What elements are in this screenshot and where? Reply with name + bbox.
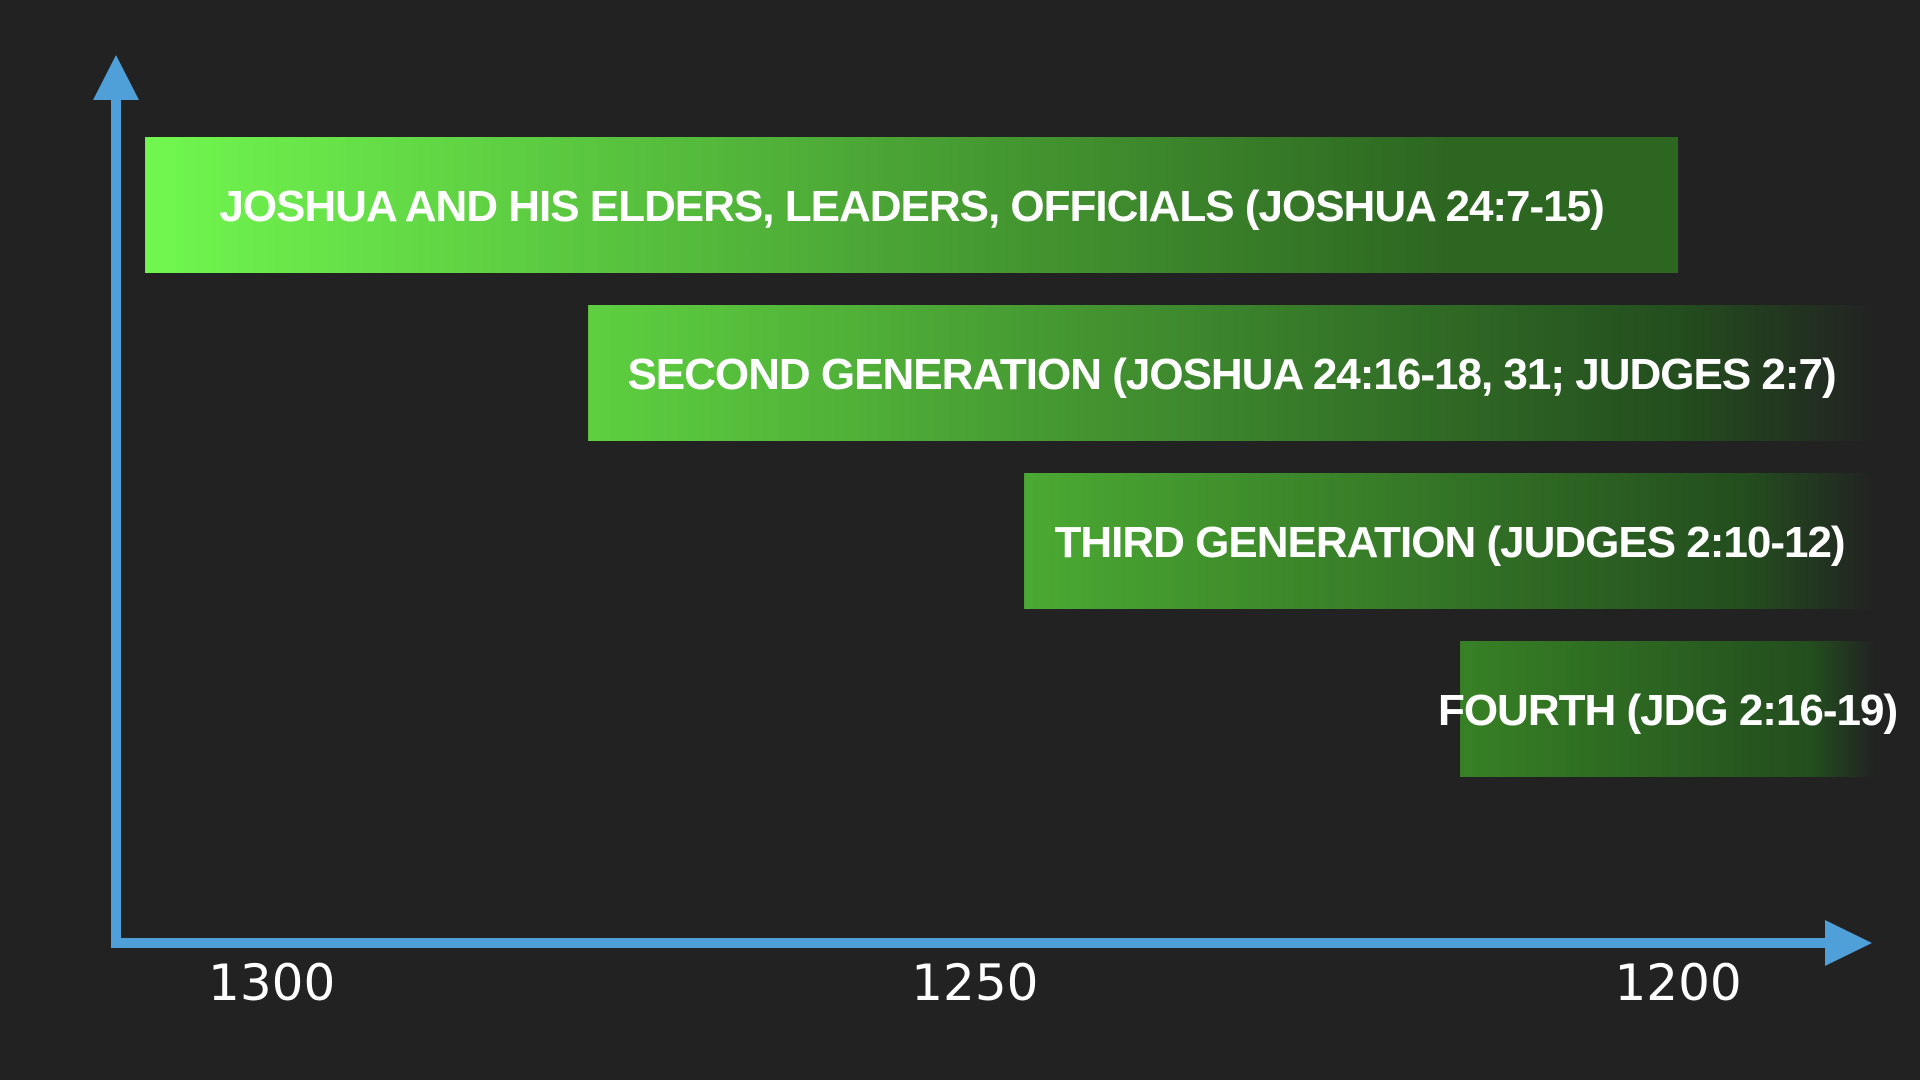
timeline-bar-label: THIRD GENERATION (JUDGES 2:10-12) <box>1055 518 1845 567</box>
timeline-bar <box>1024 473 1875 609</box>
timeline-bar <box>588 305 1875 441</box>
x-tick-label: 1250 <box>911 954 1038 1012</box>
timeline-bar-label: JOSHUA AND HIS ELDERS, LEADERS, OFFICIAL… <box>219 182 1603 231</box>
y-axis-arrowhead <box>93 55 139 100</box>
axes <box>93 55 1872 966</box>
x-axis-arrowhead <box>1825 920 1872 966</box>
timeline-bar <box>1460 641 1875 777</box>
bars-layer: JOSHUA AND HIS ELDERS, LEADERS, OFFICIAL… <box>145 137 1898 777</box>
x-tick-label: 1300 <box>208 954 335 1012</box>
timeline-bar-label: FOURTH (JDG 2:16-19) <box>1438 686 1897 735</box>
x-tick-labels: 1300 1250 1200 <box>208 954 1742 1012</box>
x-tick-label: 1200 <box>1614 954 1741 1012</box>
timeline-bar-label: SECOND GENERATION (JOSHUA 24:16-18, 31; … <box>627 350 1835 399</box>
timeline-bar <box>145 137 1679 273</box>
